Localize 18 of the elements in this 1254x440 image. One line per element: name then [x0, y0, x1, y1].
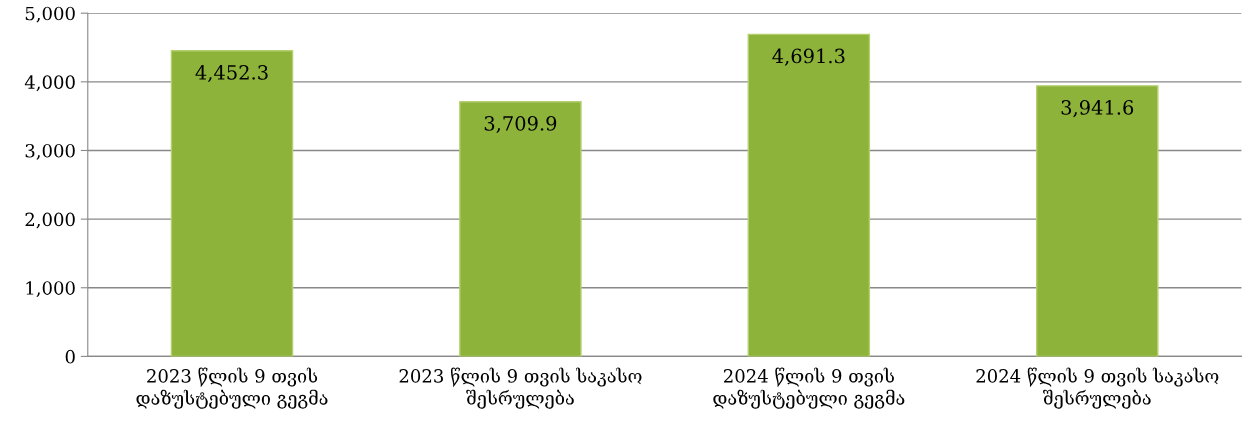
bar — [1035, 85, 1159, 357]
x-tick-label: 2024 წლის 9 თვის დაზუსტებული გეგმა — [713, 367, 905, 409]
y-tick-label: 2,000 — [25, 212, 75, 229]
y-tick-label: 5,000 — [25, 6, 75, 23]
y-tick-label: 1,000 — [26, 281, 75, 298]
bar — [747, 33, 871, 357]
data-label: 3,941.6 — [1061, 100, 1134, 118]
y-tick-label: 3,000 — [25, 143, 75, 160]
x-tick-label: 2023 წლის 9 თვის საკასო შესრულება — [399, 367, 642, 409]
x-tick-label: 2024 წლის 9 თვის საკასო შესრულება — [976, 367, 1219, 409]
y-tick-label: 4,000 — [24, 75, 75, 92]
y-tick-label: 0 — [65, 349, 75, 364]
data-label: 4,452.3 — [195, 65, 268, 83]
bar — [170, 50, 294, 357]
data-label: 3,709.9 — [484, 115, 557, 134]
data-label: 4,691.3 — [772, 48, 845, 66]
x-tick-label: 2023 წლის 9 თვის დაზუსტებული გეგმა — [136, 367, 328, 409]
bar — [459, 101, 582, 357]
